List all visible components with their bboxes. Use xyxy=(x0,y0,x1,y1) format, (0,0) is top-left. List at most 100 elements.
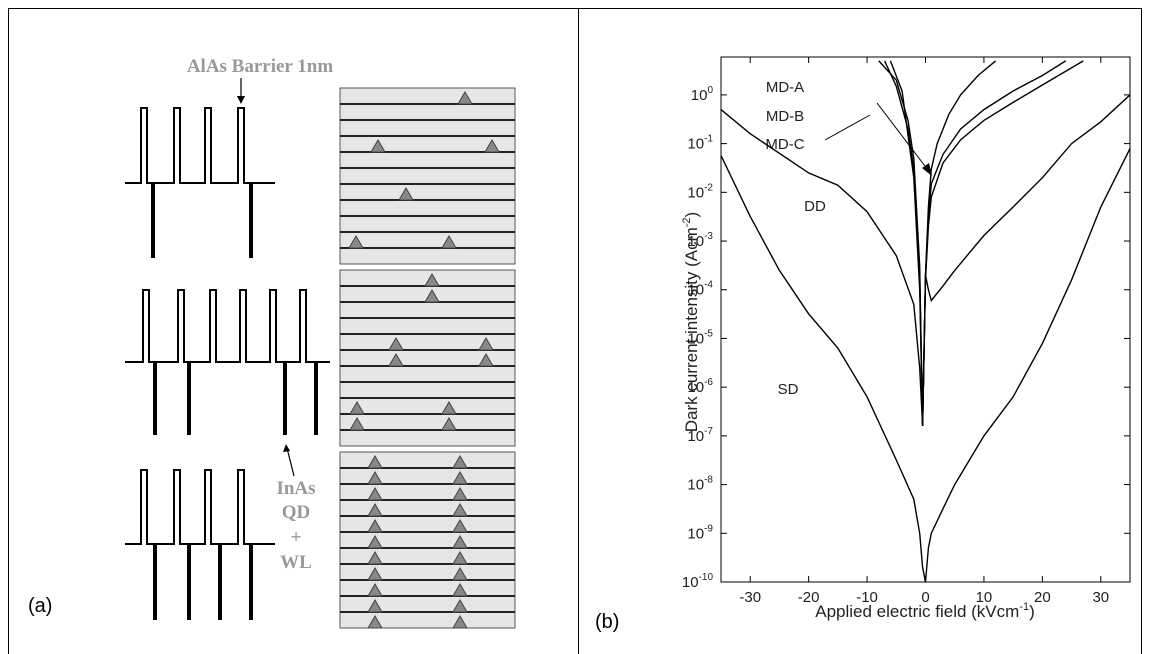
y-tick-sup: -5 xyxy=(704,328,713,339)
y-axis-label: Dark current intensity (Acm-2) xyxy=(681,212,701,432)
y-tick-label: 10-9 xyxy=(687,523,713,542)
y-tick-base: 10 xyxy=(687,477,704,494)
y-tick-label: 10-4 xyxy=(687,280,713,299)
x-tick-label: 20 xyxy=(1034,589,1051,606)
y-tick-sup: -3 xyxy=(704,231,713,242)
y-tick-base: 10 xyxy=(687,233,704,250)
arrow xyxy=(286,447,295,477)
x-tick-label: -20 xyxy=(798,589,820,606)
quantum-dot xyxy=(370,139,386,153)
outer-border xyxy=(8,8,1142,654)
x-tick-label: -30 xyxy=(739,589,761,606)
quantum-dot xyxy=(424,289,440,303)
quantum-dot xyxy=(452,487,468,501)
y-axis-label-text: ) xyxy=(682,212,701,218)
curve-label: SD xyxy=(778,381,799,398)
quantum-dot xyxy=(367,471,383,485)
y-tick-label: 10-6 xyxy=(687,377,713,396)
y-axis-label-text: Dark current intensity (Acm xyxy=(682,227,701,432)
quantum-dot xyxy=(452,519,468,533)
quantum-dot xyxy=(367,567,383,581)
quantum-dot xyxy=(367,583,383,597)
curve-label: MD-A xyxy=(766,79,804,96)
y-tick-sup: 0 xyxy=(707,85,713,96)
dot-label: WL xyxy=(280,552,312,573)
y-tick-sup: -6 xyxy=(704,377,713,388)
quantum-dot xyxy=(367,615,383,629)
y-tick-base: 10 xyxy=(687,379,704,396)
y-tick-base: 10 xyxy=(687,428,704,445)
arrow xyxy=(876,102,929,171)
curve-label: MD-B xyxy=(766,108,804,125)
dot-label: + xyxy=(291,527,302,548)
y-tick-label: 10-5 xyxy=(687,328,713,347)
y-tick-sup: -9 xyxy=(704,523,713,534)
potential-profile xyxy=(125,289,330,363)
chart-panel: (b) Applied electric field (kVcm-1) Dark… xyxy=(595,56,1131,633)
quantum-dot xyxy=(349,401,365,415)
barrier-label: AlAs Barrier 1nm xyxy=(187,56,334,77)
trend-line xyxy=(824,114,871,141)
quantum-dot xyxy=(441,417,457,431)
x-tick-label: 10 xyxy=(976,589,993,606)
y-tick-label: 10-10 xyxy=(682,572,714,591)
quantum-dot xyxy=(367,599,383,613)
curve xyxy=(889,60,1084,426)
quantum-dot xyxy=(484,139,500,153)
quantum-dot xyxy=(457,91,473,105)
y-tick-base: 10 xyxy=(691,87,708,104)
quantum-dot xyxy=(478,353,494,367)
quantum-dot xyxy=(367,487,383,501)
arrow-head xyxy=(237,96,245,104)
curve-label: DD xyxy=(804,198,826,215)
y-axis-label-sup: -2 xyxy=(681,217,693,227)
quantum-dot xyxy=(452,471,468,485)
y-tick-label: 10-2 xyxy=(687,182,713,201)
curve xyxy=(721,94,1130,426)
quantum-dot xyxy=(424,273,440,287)
y-tick-base: 10 xyxy=(687,184,704,201)
quantum-dot xyxy=(452,455,468,469)
y-tick-label: 10-7 xyxy=(687,426,713,445)
quantum-dot xyxy=(367,519,383,533)
y-tick-sup: -1 xyxy=(704,134,713,145)
y-tick-base: 10 xyxy=(682,574,699,591)
quantum-dot xyxy=(348,235,364,249)
curve xyxy=(721,148,1130,582)
x-axis-label-text: Applied electric field (kVcm xyxy=(815,602,1019,621)
quantum-dot xyxy=(452,535,468,549)
quantum-dot xyxy=(441,235,457,249)
quantum-dot xyxy=(452,503,468,517)
y-tick-label: 10-8 xyxy=(687,475,713,494)
dot-label: InAs xyxy=(276,478,315,499)
potential-profile xyxy=(125,469,275,545)
y-tick-sup: -8 xyxy=(704,475,713,486)
panel-label: (b) xyxy=(595,611,619,633)
y-tick-sup: -7 xyxy=(704,426,713,437)
curve-label: MD-C xyxy=(765,136,804,153)
panel-label: (a) xyxy=(28,595,52,617)
x-axis-label-text: ) xyxy=(1029,602,1035,621)
y-tick-base: 10 xyxy=(687,525,704,542)
x-axis-label: Applied electric field (kVcm-1) xyxy=(815,601,1035,621)
layer-stack xyxy=(339,451,516,629)
arrow-head xyxy=(283,444,290,452)
x-tick-label: -10 xyxy=(856,589,878,606)
quantum-dot xyxy=(452,615,468,629)
arrow-head xyxy=(922,163,932,176)
quantum-dot xyxy=(388,353,404,367)
y-tick-label: 10-1 xyxy=(687,134,713,153)
y-tick-label: 10-3 xyxy=(687,231,713,250)
quantum-dot xyxy=(441,401,457,415)
quantum-dot xyxy=(452,551,468,565)
x-axis-label-sup: -1 xyxy=(1019,601,1029,613)
quantum-dot xyxy=(452,583,468,597)
x-tick-label: 0 xyxy=(921,589,929,606)
y-tick-sup: -4 xyxy=(704,280,713,291)
quantum-dot xyxy=(349,417,365,431)
quantum-dot xyxy=(388,337,404,351)
quantum-dot xyxy=(452,599,468,613)
quantum-dot xyxy=(367,503,383,517)
y-tick-base: 10 xyxy=(687,136,704,153)
